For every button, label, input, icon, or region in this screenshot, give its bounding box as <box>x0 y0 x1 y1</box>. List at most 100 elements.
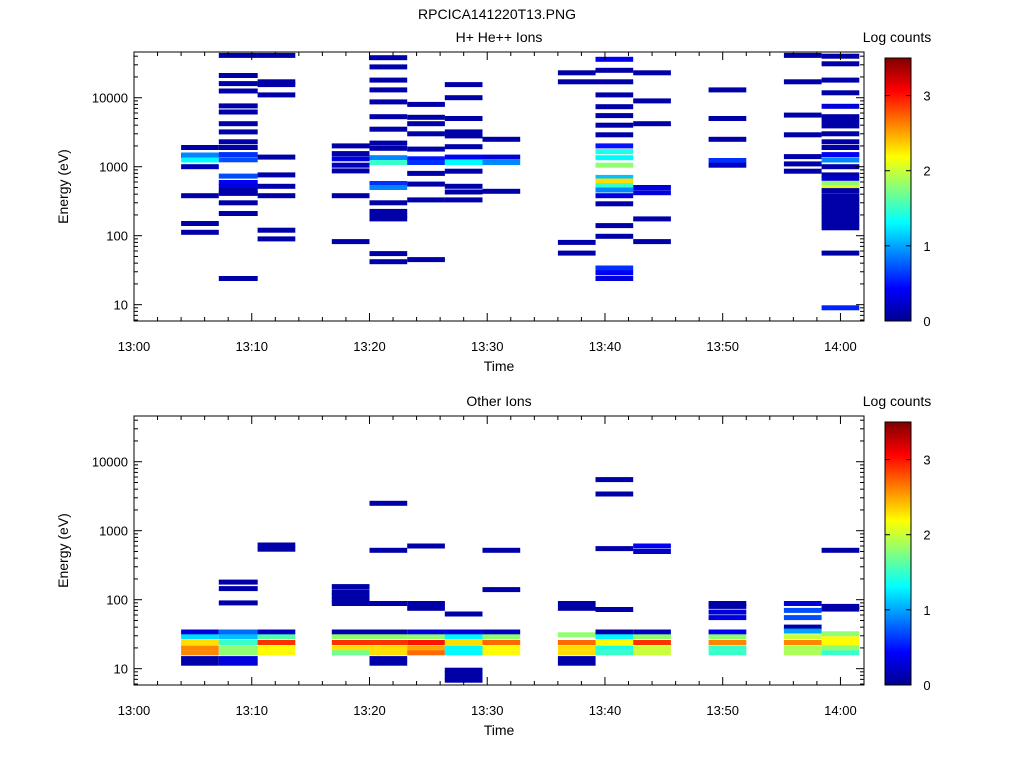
heatmap-cell <box>218 640 258 645</box>
heatmap-cell <box>482 160 521 165</box>
heatmap-cells <box>181 52 860 311</box>
x-tick-label: 13:50 <box>706 703 739 718</box>
x-tick-label: 13:20 <box>353 339 386 354</box>
heatmap-cell <box>181 152 219 158</box>
heatmap-cell <box>369 87 408 93</box>
heatmap-cell <box>595 187 634 193</box>
heatmap-cell <box>708 162 747 168</box>
heatmap-cell <box>369 500 408 506</box>
colorbar-tick-label: 2 <box>923 528 930 543</box>
heatmap-cell <box>821 123 860 129</box>
heatmap-cell <box>444 189 483 195</box>
heatmap-cell <box>821 603 860 609</box>
heatmap-cell <box>557 605 596 611</box>
heatmap-cell <box>482 650 521 656</box>
heatmap-cell <box>218 200 258 206</box>
panel-title: Other Ions <box>466 393 531 409</box>
heatmap-cell <box>331 193 370 199</box>
heatmap-cell <box>218 645 258 651</box>
heatmap-cell <box>783 645 822 651</box>
heatmap-cell <box>444 197 483 203</box>
heatmap-cell <box>407 121 445 127</box>
heatmap-cell <box>331 601 370 606</box>
heatmap-cell <box>218 211 258 216</box>
heatmap-cell <box>595 122 634 128</box>
heatmap-cell <box>218 121 258 127</box>
heatmap-cell <box>218 52 258 58</box>
heatmap-cell <box>218 173 258 179</box>
heatmap-cell <box>595 143 634 149</box>
heatmap-cell <box>444 677 483 683</box>
heatmap-cell <box>218 188 258 194</box>
y-tick-label: 100 <box>106 593 128 608</box>
panel-h-he-ions: H+ He++ Ions 13:00 13:10 13:20 13:30 13:40 13:… <box>55 29 931 374</box>
heatmap-cell <box>407 114 445 120</box>
y-axis-label: Energy (eV) <box>55 149 71 224</box>
heatmap-cell <box>783 52 822 58</box>
heatmap-cell <box>444 634 483 640</box>
heatmap-cell <box>181 229 219 235</box>
heatmap-cell <box>257 52 296 58</box>
heatmap-cell <box>482 634 521 640</box>
heatmap-cell <box>444 640 483 645</box>
heatmap-cell <box>821 145 860 150</box>
heatmap-cell <box>407 101 445 107</box>
heatmap-cell <box>369 645 408 651</box>
heatmap-cell <box>444 645 483 651</box>
heatmap-cell <box>557 79 596 85</box>
heatmap-cell <box>407 605 445 611</box>
heatmap-cell <box>257 236 296 242</box>
heatmap-cell <box>633 645 671 651</box>
heatmap-cell <box>257 645 296 651</box>
heatmap-cell <box>218 145 258 150</box>
heatmap-cell <box>181 656 219 662</box>
heatmap-cell <box>369 208 408 214</box>
heatmap-cell <box>257 92 296 98</box>
heatmap-cell <box>257 154 296 160</box>
heatmap-cell <box>821 197 860 203</box>
heatmap-cell <box>407 181 445 187</box>
heatmap-cell <box>595 67 634 73</box>
heatmap-cell <box>218 634 258 640</box>
heatmap-cell <box>633 640 671 645</box>
heatmap-cell <box>444 95 483 101</box>
heatmap-cell <box>218 586 258 592</box>
heatmap-cell <box>821 201 860 207</box>
heatmap-cell <box>257 546 296 552</box>
heatmap-cell <box>557 656 596 662</box>
x-tick-label: 14:00 <box>824 339 857 354</box>
heatmap-cell <box>181 634 219 640</box>
heatmap-cell <box>257 542 296 548</box>
heatmap-cell <box>331 589 370 595</box>
heatmap-cell <box>708 609 747 615</box>
x-tick-label: 13:20 <box>353 703 386 718</box>
heatmap-cell <box>783 634 822 640</box>
heatmap-cell <box>633 190 671 196</box>
heatmap-cell <box>407 160 445 165</box>
x-tick-label: 13:10 <box>235 703 268 718</box>
heatmap-cell <box>708 640 747 645</box>
heatmap-cell <box>557 645 596 651</box>
heatmap-cell <box>708 158 747 163</box>
heatmap-cell <box>444 671 483 676</box>
heatmap-cell <box>331 239 370 245</box>
heatmap-cell <box>595 276 634 281</box>
heatmap-cell <box>218 650 258 656</box>
heatmap-cell <box>557 640 596 645</box>
heatmap-cell <box>331 168 370 174</box>
heatmap-cell <box>482 629 521 635</box>
heatmap-cell <box>482 587 521 593</box>
heatmap-cell <box>181 629 219 635</box>
heatmap-cell <box>595 201 634 207</box>
heatmap-cell <box>444 144 483 150</box>
heatmap-cell <box>331 597 370 603</box>
heatmap-cell <box>218 180 258 185</box>
heatmap-cell <box>407 650 445 656</box>
heatmap-cell <box>369 160 408 165</box>
heatmap-cell <box>595 645 634 651</box>
heatmap-cell <box>633 185 671 190</box>
heatmap-cell <box>595 640 634 645</box>
heatmap-cell <box>218 276 258 281</box>
heatmap-cell <box>557 250 596 256</box>
heatmap-cell <box>369 640 408 645</box>
